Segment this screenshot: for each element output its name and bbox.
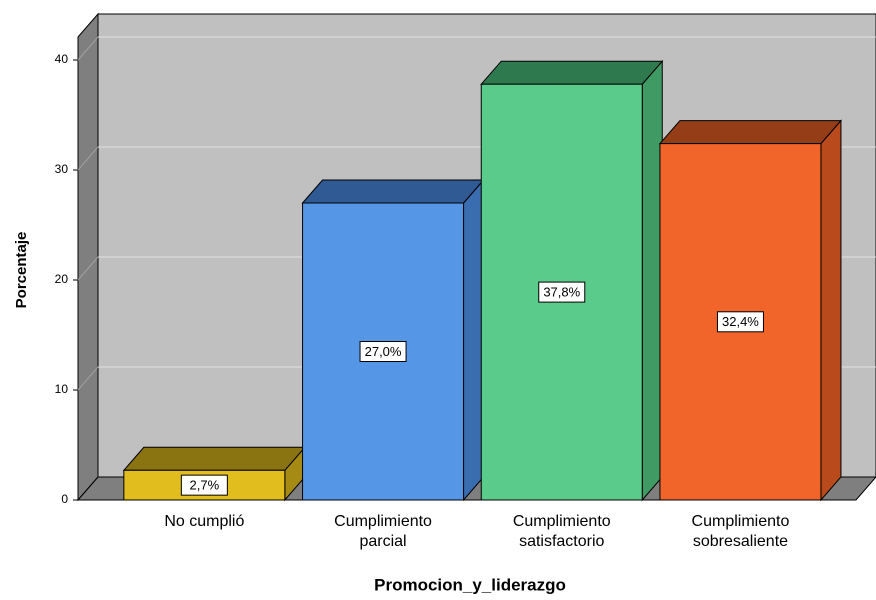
- value-label: 37,8%: [543, 285, 580, 300]
- x-tick-label-line: Cumplimiento: [334, 513, 432, 530]
- x-tick-label: Cumplimiento parcial: [334, 513, 432, 550]
- left-wall: [77, 12, 99, 502]
- y-tick-label: 0: [61, 492, 68, 506]
- bar-top: [480, 60, 664, 85]
- y-tick-label: 20: [55, 272, 69, 286]
- value-label-box: [359, 341, 407, 362]
- x-tick-label-line: parcial: [359, 533, 406, 550]
- value-label: 2,7%: [190, 478, 220, 493]
- x-tick-label: Cumplimiento sobresaliente: [692, 513, 790, 550]
- grid-line: [77, 366, 99, 391]
- value-label: 32,4%: [722, 314, 759, 329]
- value-label: 27,0%: [365, 344, 402, 359]
- x-tick-label-line: Cumplimiento: [692, 513, 790, 530]
- y-tick-label: 40: [55, 52, 69, 66]
- y-axis-label: Porcentaje: [13, 232, 30, 309]
- x-tick-label-line: Cumplimiento: [513, 513, 611, 530]
- bar-top: [658, 120, 843, 145]
- y-tick-label: 10: [55, 382, 69, 396]
- x-tick-label-line: satisfactorio: [519, 533, 604, 550]
- y-tick-label: 30: [55, 162, 69, 176]
- x-tick-label-line: No cumplió: [164, 513, 244, 530]
- grid-line: [77, 256, 99, 281]
- x-tick-label: Cumplimiento satisfactorio: [513, 513, 611, 550]
- bar-side: [463, 178, 485, 502]
- bar-top: [122, 446, 306, 471]
- grid-line: [77, 36, 99, 61]
- bar-side: [641, 59, 663, 502]
- value-label-box: [180, 474, 228, 496]
- value-label-box: [716, 311, 764, 333]
- grid-line: [77, 146, 99, 171]
- x-axis-label: Promocion_y_liderazgo: [374, 575, 566, 594]
- x-tick-label-line: sobresaliente: [693, 533, 788, 550]
- x-tick-label: No cumplió: [164, 513, 244, 530]
- value-label-box: [538, 281, 586, 303]
- bar-side: [820, 119, 842, 502]
- bar-top: [301, 179, 485, 204]
